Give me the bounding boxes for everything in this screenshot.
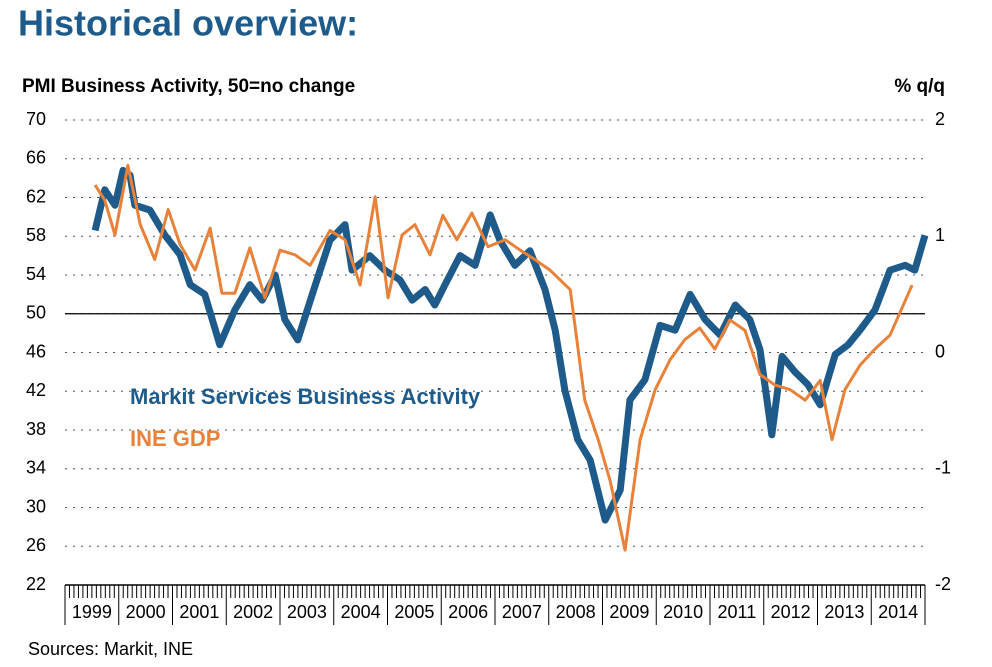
x-tick-label: 2009 [609,602,649,622]
y2-tick-label: 2 [935,109,945,129]
x-tick-label: 2007 [502,602,542,622]
x-tick-label: 2000 [126,602,166,622]
x-tick-label: 2001 [179,602,219,622]
series-line [93,163,914,552]
y-tick-label: 54 [26,264,46,284]
x-tick-label: 2004 [341,602,381,622]
x-tick-label: 2011 [718,602,757,622]
y-tick-label: 26 [26,535,46,555]
y-tick-label: 42 [26,380,46,400]
x-tick-label: 2002 [233,602,273,622]
y-tick-label: 70 [26,109,46,129]
x-tick-label: 2006 [448,602,488,622]
y-tick-label: 50 [26,303,46,323]
y-tick-label: 22 [26,574,46,594]
y-tick-label: 66 [26,148,46,168]
y-tick-label: 30 [26,496,46,516]
x-tick-label: 2005 [394,602,434,622]
x-tick-label: 2003 [287,602,327,622]
x-tick-label: 2008 [556,602,596,622]
y-tick-label: 34 [26,458,46,478]
y2-tick-label: -2 [935,574,951,594]
x-tick-label: 2014 [878,602,918,622]
series-line [91,166,929,524]
y2-tick-label: 1 [935,225,945,245]
y2-axis-label: % q/q [894,76,945,97]
y-axis-label: PMI Business Activity, 50=no change [22,76,355,97]
source: Sources: Markit, INE [28,639,193,659]
legend-label: INE GDP [130,426,220,451]
x-tick-label: 2012 [771,602,811,622]
legend-label: Markit Services Business Activity [130,384,481,409]
y-tick-label: 62 [26,186,46,206]
x-tick-label: 2013 [824,602,864,622]
y-tick-label: 46 [26,341,46,361]
y-tick-label: 38 [26,419,46,439]
y-tick-label: 58 [26,225,46,245]
x-tick-label: 2010 [663,602,703,622]
x-tick-label: 1999 [72,602,112,622]
chart-title: Historical overview: [18,3,358,44]
y2-tick-label: 0 [935,341,945,361]
y2-tick-label: -1 [935,458,951,478]
